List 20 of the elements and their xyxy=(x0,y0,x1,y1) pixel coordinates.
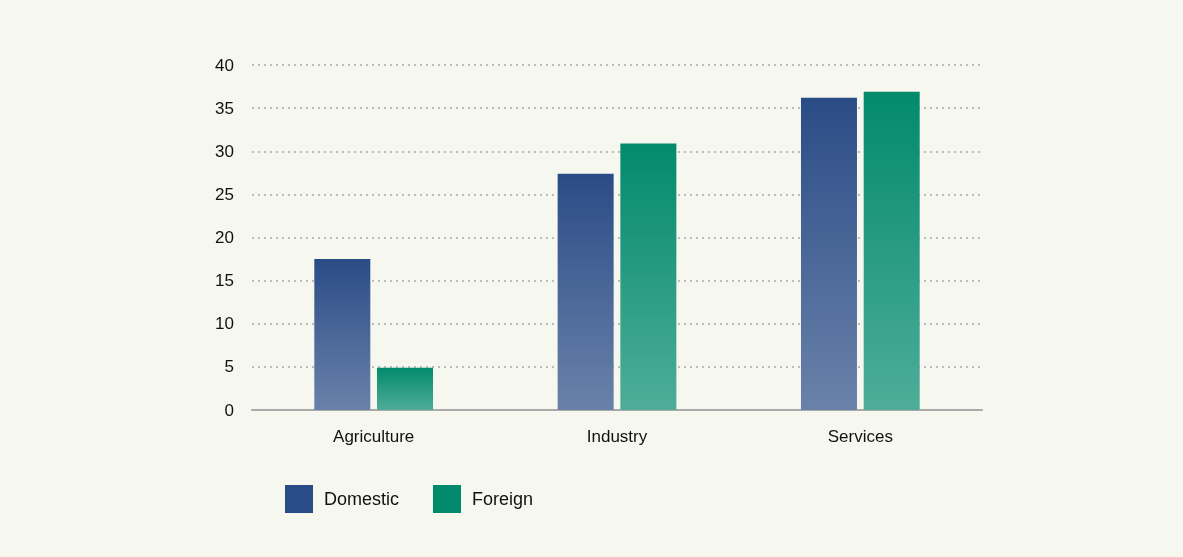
legend-label: Domestic xyxy=(324,489,400,509)
bar xyxy=(314,259,371,410)
legend-label: Foreign xyxy=(472,489,534,509)
x-tick-label: Industry xyxy=(586,427,648,446)
y-tick-label: 5 xyxy=(224,357,234,377)
y-tick-label: 25 xyxy=(215,184,234,204)
y-tick-label: 30 xyxy=(215,141,234,161)
y-tick-label: 40 xyxy=(215,55,234,75)
bar xyxy=(557,173,614,410)
x-tick-label: Services xyxy=(827,427,893,446)
y-tick-label: 15 xyxy=(215,271,234,291)
bar xyxy=(377,367,434,410)
y-tick-label: 35 xyxy=(215,98,234,118)
y-tick-label: 10 xyxy=(215,314,234,334)
y-tick-label: 20 xyxy=(215,228,234,247)
bar xyxy=(620,143,677,410)
bar xyxy=(863,91,920,410)
bar xyxy=(800,97,857,410)
y-tick-label: 0 xyxy=(224,400,234,420)
x-tick-label: Agriculture xyxy=(333,427,415,446)
